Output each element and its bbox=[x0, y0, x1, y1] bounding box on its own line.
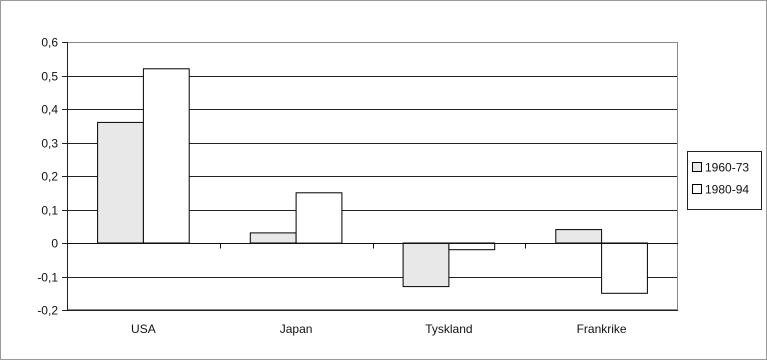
legend-label: 1980-94 bbox=[705, 183, 749, 197]
bar-1980-94-Japan bbox=[295, 192, 343, 244]
axes bbox=[62, 42, 678, 311]
legend: 1960-73 1980-94 bbox=[687, 151, 762, 210]
category-label: Tyskland bbox=[425, 322, 472, 336]
category-label: Japan bbox=[280, 322, 313, 336]
category-label: USA bbox=[131, 322, 156, 336]
bar-1960-73-USA bbox=[97, 121, 144, 244]
y-tick-label: 0,6 bbox=[41, 36, 58, 50]
y-tick-label: 0,5 bbox=[41, 70, 58, 84]
bars bbox=[97, 68, 648, 294]
y-tick-label: -0,1 bbox=[37, 271, 58, 285]
y-tick-label: 0,2 bbox=[41, 170, 58, 184]
y-tick-label: 0,3 bbox=[41, 137, 58, 151]
category-label: Frankrike bbox=[577, 322, 627, 336]
y-tick-label: 0,4 bbox=[41, 103, 58, 117]
y-tick-label: -0,2 bbox=[37, 304, 58, 318]
bar-1960-73-Japan bbox=[249, 232, 297, 244]
legend-box bbox=[687, 151, 762, 210]
y-tick-labels: -0,2 -0,1 0 0,1 0,2 0,3 0,4 0,5 0,6 bbox=[37, 36, 58, 318]
legend-label: 1960-73 bbox=[705, 161, 749, 175]
bar-1960-73-Tyskland bbox=[402, 242, 450, 288]
y-tick-label: 0,1 bbox=[41, 204, 58, 218]
bar-1980-94-Tyskland bbox=[448, 242, 496, 251]
category-labels: USA Japan Tyskland Frankrike bbox=[131, 322, 627, 336]
bar-1980-94-Frankrike bbox=[601, 242, 648, 294]
y-tick-label: 0 bbox=[51, 237, 58, 251]
bar-1980-94-USA bbox=[142, 68, 190, 244]
bar-1960-73-Frankrike bbox=[555, 229, 603, 244]
legend-swatch-1980-94 bbox=[692, 184, 702, 194]
legend-swatch-1960-73 bbox=[692, 162, 702, 172]
